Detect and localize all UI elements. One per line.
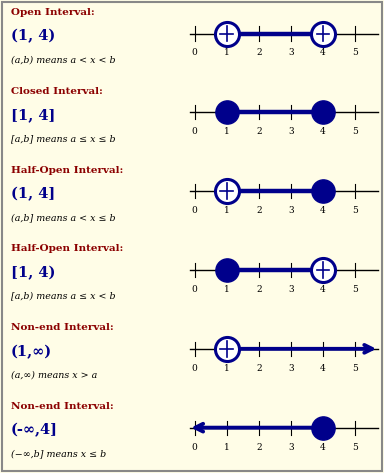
Text: 0: 0 — [192, 49, 197, 58]
Text: 3: 3 — [288, 49, 294, 58]
Point — [320, 187, 326, 195]
Text: 2: 2 — [256, 206, 262, 215]
Text: 3: 3 — [288, 364, 294, 373]
Text: (a,b] means a < x ≤ b: (a,b] means a < x ≤ b — [11, 213, 116, 222]
Text: 0: 0 — [192, 443, 197, 452]
Text: 4: 4 — [320, 443, 326, 452]
Point — [320, 424, 326, 431]
Text: 4: 4 — [320, 285, 326, 294]
Text: 1: 1 — [224, 364, 230, 373]
Text: 0: 0 — [192, 127, 197, 136]
Point — [223, 30, 230, 37]
Text: 4: 4 — [320, 206, 326, 215]
Text: Non-end Interval:: Non-end Interval: — [11, 402, 114, 411]
Text: 4: 4 — [320, 364, 326, 373]
Text: Open Interval:: Open Interval: — [11, 8, 95, 17]
Text: (a,b) means a < x < b: (a,b) means a < x < b — [11, 55, 116, 64]
Text: 3: 3 — [288, 206, 294, 215]
Text: 4: 4 — [320, 49, 326, 58]
Text: 1: 1 — [224, 443, 230, 452]
Text: 1: 1 — [224, 49, 230, 58]
Text: [1, 4]: [1, 4] — [11, 108, 55, 122]
Text: 1: 1 — [224, 127, 230, 136]
Point — [320, 108, 326, 116]
Text: 5: 5 — [352, 364, 358, 373]
Text: [a,b) means a ≤ x < b: [a,b) means a ≤ x < b — [11, 292, 116, 301]
Text: (−∞,b] means x ≤ b: (−∞,b] means x ≤ b — [11, 449, 106, 458]
Text: [1, 4): [1, 4) — [11, 266, 55, 280]
Point — [320, 266, 326, 274]
Text: 2: 2 — [256, 364, 262, 373]
Text: 1: 1 — [224, 206, 230, 215]
Text: 2: 2 — [256, 285, 262, 294]
Text: (-∞,4]: (-∞,4] — [11, 423, 58, 438]
Text: (1, 4]: (1, 4] — [11, 187, 55, 201]
Point — [223, 266, 230, 274]
Text: [a,b] means a ≤ x ≤ b: [a,b] means a ≤ x ≤ b — [11, 134, 116, 143]
Text: 3: 3 — [288, 127, 294, 136]
Text: (1,∞): (1,∞) — [11, 344, 52, 359]
Text: 1: 1 — [224, 285, 230, 294]
Text: 5: 5 — [352, 49, 358, 58]
Point — [320, 30, 326, 37]
Text: 2: 2 — [256, 49, 262, 58]
Text: 5: 5 — [352, 206, 358, 215]
Text: 5: 5 — [352, 443, 358, 452]
Text: 3: 3 — [288, 443, 294, 452]
Text: 5: 5 — [352, 127, 358, 136]
Text: Closed Interval:: Closed Interval: — [11, 87, 103, 96]
Point — [223, 345, 230, 353]
Text: 4: 4 — [320, 127, 326, 136]
Text: 2: 2 — [256, 127, 262, 136]
Point — [223, 108, 230, 116]
Text: (a,∞) means x > a: (a,∞) means x > a — [11, 370, 98, 379]
Point — [223, 187, 230, 195]
Text: (1, 4): (1, 4) — [11, 29, 55, 44]
Text: 0: 0 — [192, 364, 197, 373]
Text: Half-Open Interval:: Half-Open Interval: — [11, 245, 124, 254]
Text: Non-end Interval:: Non-end Interval: — [11, 323, 114, 332]
Text: 3: 3 — [288, 285, 294, 294]
Text: 5: 5 — [352, 285, 358, 294]
Text: Half-Open Interval:: Half-Open Interval: — [11, 166, 124, 175]
Text: 2: 2 — [256, 443, 262, 452]
Text: 0: 0 — [192, 206, 197, 215]
Text: 0: 0 — [192, 285, 197, 294]
